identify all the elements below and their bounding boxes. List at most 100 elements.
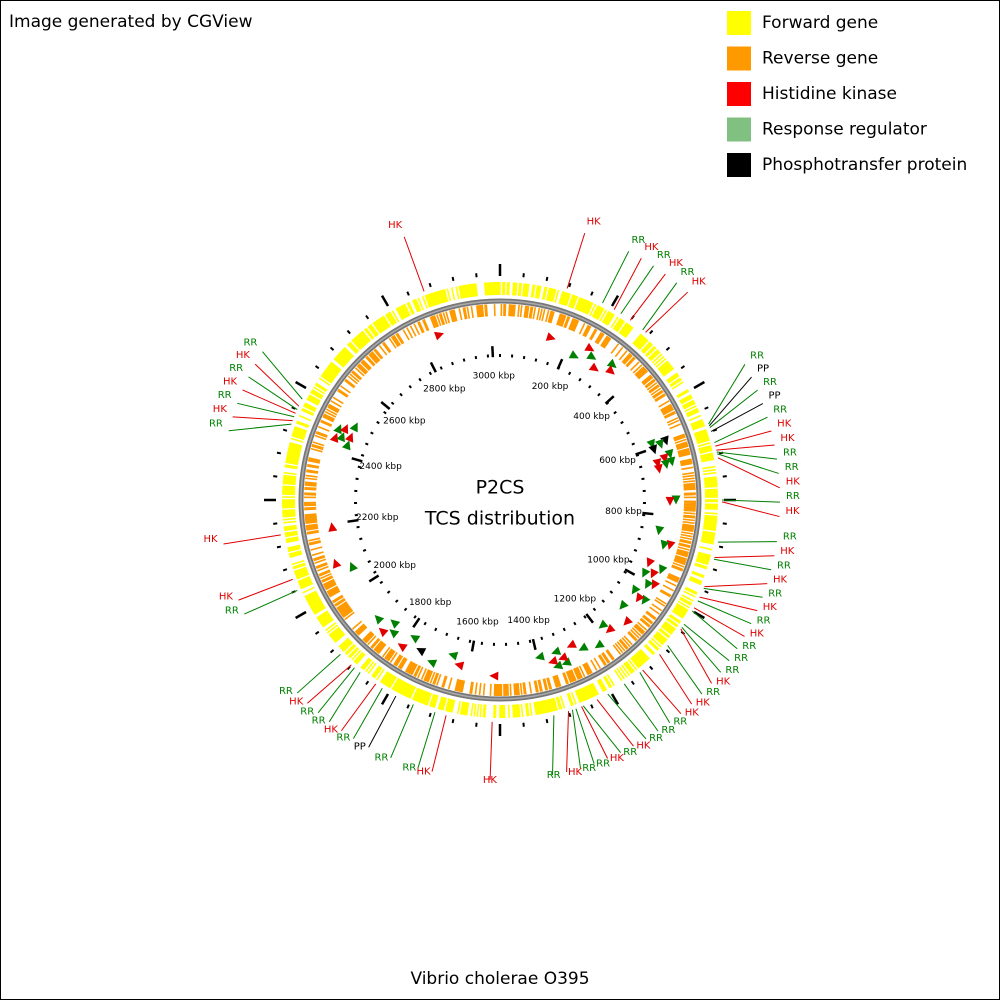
scale-dot — [623, 570, 627, 574]
feature-marker — [410, 635, 421, 644]
feature-label: RR — [681, 267, 695, 278]
feature-label: HK — [780, 433, 795, 444]
scale-tick — [585, 613, 594, 624]
outer-tick — [294, 610, 307, 620]
scale-label: 800 kbp — [605, 507, 642, 517]
legend-swatch — [727, 117, 751, 142]
feature-marker — [578, 642, 589, 651]
feature-leader — [602, 251, 630, 304]
scale-dot — [403, 607, 408, 612]
feature-leader — [566, 711, 570, 772]
feature-label: RR — [657, 250, 671, 261]
scale-tick — [531, 638, 537, 651]
feature-label: HK — [644, 242, 659, 253]
feature-label: RR — [623, 747, 637, 758]
outer-tick — [568, 282, 572, 288]
feature-label: RR — [750, 350, 764, 361]
scale-dot — [609, 590, 614, 594]
feature-marker — [623, 616, 633, 626]
scale-dot — [588, 384, 592, 389]
scale-dot — [613, 410, 617, 415]
feature-label: HK — [213, 404, 228, 415]
scale-dot — [365, 442, 369, 446]
feature-marker — [660, 435, 669, 446]
feature-label: HK — [786, 477, 801, 488]
feature-label: RR — [649, 733, 663, 744]
scale-tick — [368, 574, 380, 583]
outer-tick — [282, 428, 288, 432]
feature-label: RR — [312, 716, 326, 727]
scale-dot — [633, 548, 638, 552]
feature-marker — [642, 567, 651, 578]
outer-tick — [693, 610, 706, 620]
feature-label: HK — [324, 725, 339, 736]
feature-label: RR — [768, 588, 782, 599]
scale-tick — [351, 457, 363, 463]
feature-leader — [715, 430, 772, 447]
feature-marker — [416, 648, 427, 657]
feature-marker — [548, 656, 559, 665]
feature-leader — [596, 699, 634, 747]
scale-label: 1000 kbp — [587, 556, 630, 566]
feature-label: HK — [636, 740, 651, 751]
feature-marker — [641, 594, 651, 605]
scale-dot — [390, 401, 395, 406]
feature-marker — [336, 432, 345, 443]
feature-label: HK — [750, 628, 765, 639]
feature-marker — [646, 557, 655, 568]
scale-tick — [556, 358, 564, 370]
feature-leader — [328, 672, 361, 723]
outer-tick — [276, 545, 282, 549]
feature-leader — [709, 389, 758, 428]
scale-dot — [370, 431, 374, 435]
feature-marker — [333, 424, 342, 435]
feature-leader — [721, 499, 781, 503]
feature-leader — [566, 232, 586, 289]
feature-label: RR — [336, 733, 350, 744]
scale-label: 1600 kbp — [456, 617, 499, 627]
feature-leader — [571, 709, 581, 769]
outer-tick — [451, 718, 455, 724]
feature-label: RR — [631, 235, 645, 246]
scale-dot — [568, 371, 572, 376]
feature-label: RR — [777, 560, 791, 571]
scale-dot — [637, 537, 641, 541]
feature-leader — [575, 708, 595, 764]
feature-marker — [489, 671, 499, 681]
feature-leader — [228, 423, 292, 432]
scale-tick — [642, 511, 654, 516]
outer-tick — [329, 346, 335, 351]
scale-tick — [624, 568, 636, 576]
feature-marker — [588, 362, 599, 372]
feature-marker — [598, 619, 609, 629]
scale-tick — [491, 346, 495, 358]
feature-leader — [244, 590, 298, 615]
scale-dot — [367, 559, 372, 564]
feature-label: HK — [780, 546, 795, 557]
feature-marker — [339, 424, 349, 435]
feature-marker — [448, 651, 459, 661]
scale-dot — [373, 570, 377, 574]
scale-dot — [597, 392, 601, 397]
feature-leader — [716, 453, 779, 474]
feature-label: HK — [785, 506, 800, 517]
feature-leader — [714, 416, 768, 443]
feature-leader — [645, 291, 688, 333]
feature-leader — [317, 667, 355, 714]
scale-dot — [434, 627, 438, 632]
feature-leader — [242, 389, 296, 414]
feature-leader — [629, 273, 666, 321]
scale-dot — [592, 607, 597, 612]
feature-marker — [605, 623, 616, 634]
feature-label: RR — [706, 687, 720, 698]
scale-dot — [423, 621, 427, 626]
feature-label: HK — [236, 350, 251, 361]
outer-tick — [680, 365, 686, 370]
feature-marker — [584, 342, 595, 352]
feature-marker — [594, 639, 605, 649]
feature-label: RR — [582, 763, 596, 774]
feature-marker — [427, 659, 438, 668]
outer-tick — [406, 704, 410, 709]
feature-label: RR — [225, 606, 239, 617]
